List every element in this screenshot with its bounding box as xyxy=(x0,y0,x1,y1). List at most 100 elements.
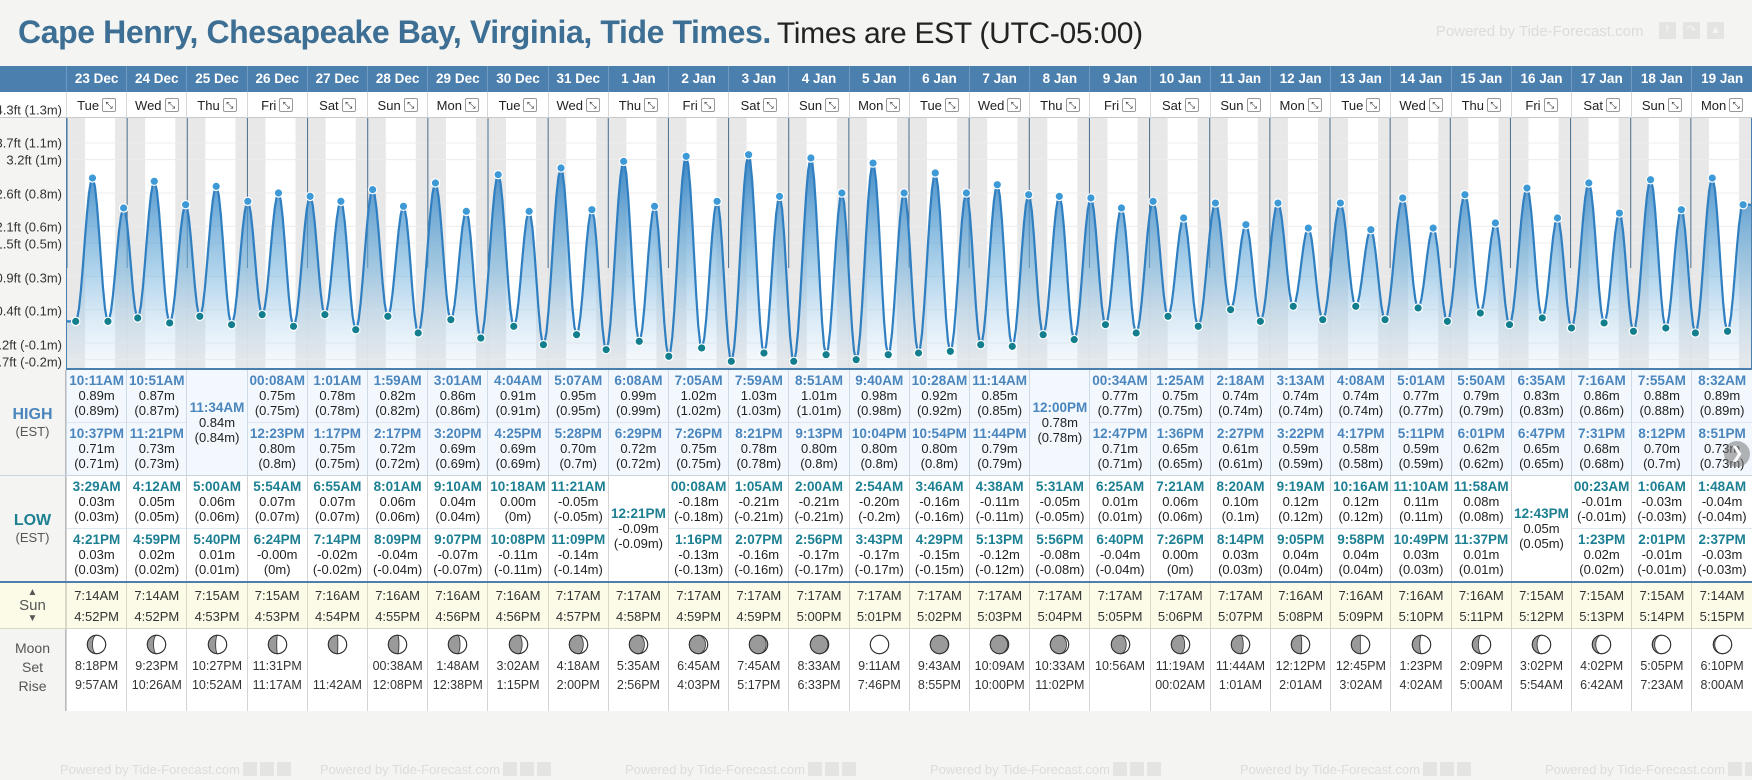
date-header-9[interactable]: 1 Jan xyxy=(607,66,668,92)
date-header-12[interactable]: 4 Jan xyxy=(788,66,848,92)
expand-day-icon[interactable]: ⤡ xyxy=(341,98,356,112)
moon-phase-icon xyxy=(1351,634,1371,655)
expand-day-icon[interactable]: ⤡ xyxy=(403,98,418,112)
date-header-21[interactable]: 13 Jan xyxy=(1330,66,1390,92)
date-header-20[interactable]: 12 Jan xyxy=(1270,66,1330,92)
date-header-25[interactable]: 17 Jan xyxy=(1571,66,1631,92)
date-header-7[interactable]: 30 Dec xyxy=(487,66,547,92)
scroll-right-button[interactable]: ❯ xyxy=(1724,441,1750,467)
low-time: 3:43PM xyxy=(855,532,903,547)
date-header-8[interactable]: 31 Dec xyxy=(547,66,608,92)
dow-text: Thu xyxy=(1461,97,1484,113)
sunset-time: 5:03PM xyxy=(977,608,1023,624)
low-height: -0.04m xyxy=(377,547,418,562)
date-header-16[interactable]: 8 Jan xyxy=(1029,66,1089,92)
expand-day-icon[interactable]: ⤡ xyxy=(825,98,840,112)
moonset-label-text: Set xyxy=(21,659,43,675)
high-entry: 10:28AM 0.92m (0.92m) xyxy=(910,370,969,422)
expand-day-icon[interactable]: ⤡ xyxy=(585,98,600,112)
expand-day-icon[interactable]: ⤡ xyxy=(1729,98,1744,112)
date-header-15[interactable]: 7 Jan xyxy=(969,66,1029,92)
expand-day-icon[interactable]: ⤡ xyxy=(1428,98,1443,112)
low-time: 8:20AM xyxy=(1216,479,1265,494)
expand-day-icon[interactable]: ⤡ xyxy=(1246,98,1261,112)
date-header-11[interactable]: 3 Jan xyxy=(728,66,788,92)
date-header-26[interactable]: 18 Jan xyxy=(1631,66,1691,92)
date-header-14[interactable]: 6 Jan xyxy=(908,66,969,92)
low-height-alt: (0m) xyxy=(1166,562,1194,577)
high-height-alt: (1.02m) xyxy=(676,403,722,418)
high-height-alt: (0.86m) xyxy=(1579,403,1625,418)
high-height: 0.68m xyxy=(1583,441,1620,456)
expand-day-icon[interactable]: ⤡ xyxy=(1184,98,1199,112)
sun-cell-20: 7:16AM 5:08PM xyxy=(1270,583,1330,628)
moon-phase-icon xyxy=(1290,634,1311,655)
date-header-23[interactable]: 15 Jan xyxy=(1450,66,1511,92)
date-header-10[interactable]: 2 Jan xyxy=(668,66,728,92)
expand-day-icon[interactable]: ⤡ xyxy=(464,98,479,112)
expand-day-icon[interactable]: ⤡ xyxy=(886,98,901,112)
moon-cell-21: 12:45PM 3:02AM xyxy=(1330,629,1390,711)
date-header-0[interactable]: 23 Dec xyxy=(66,66,126,92)
expand-day-icon[interactable]: ⤡ xyxy=(222,98,237,112)
expand-day-icon[interactable]: ⤡ xyxy=(1122,98,1137,112)
expand-day-icon[interactable]: ⤡ xyxy=(1366,98,1381,112)
low-time: 8:09PM xyxy=(373,532,422,547)
date-header-27[interactable]: 19 Jan xyxy=(1691,66,1751,92)
date-header-24[interactable]: 16 Jan xyxy=(1510,66,1571,92)
high-entry: 5:01AM 0.77m (0.77m) xyxy=(1391,370,1450,422)
expand-day-icon[interactable]: ⤡ xyxy=(1605,98,1620,112)
expand-day-icon[interactable]: ⤡ xyxy=(700,98,715,112)
expand-day-icon[interactable]: ⤡ xyxy=(102,98,117,112)
date-header-2[interactable]: 25 Dec xyxy=(186,66,246,92)
date-header-1[interactable]: 24 Dec xyxy=(126,66,186,92)
low-height: -0.00m xyxy=(256,547,298,562)
expand-day-icon[interactable]: ⤡ xyxy=(523,98,538,112)
expand-day-icon[interactable]: ⤡ xyxy=(1065,98,1080,112)
date-header-3[interactable]: 26 Dec xyxy=(246,66,307,92)
tide-grid: 23 Dec 24 Dec 25 Dec 26 Dec 27 Dec 28 Dec 29 D… xyxy=(0,66,1752,711)
moon-cell-1: 9:23PM 10:26AM xyxy=(126,629,186,711)
low-entry: 5:56PM -0.08m (-0.08m) xyxy=(1030,528,1090,581)
expand-day-icon[interactable]: ⤡ xyxy=(644,98,659,112)
date-header-17[interactable]: 9 Jan xyxy=(1089,66,1149,92)
expand-day-icon[interactable]: ⤡ xyxy=(944,98,959,112)
sunset-time: 5:02PM xyxy=(917,608,962,624)
high-tide-cell-23: 5:50AM 0.79m (0.79m) 6:01PM 0.62m (0.62m) xyxy=(1450,370,1511,475)
high-tide-cell-25: 7:16AM 0.86m (0.86m) 7:31PM 0.68m (0.68m) xyxy=(1571,370,1632,475)
high-height: 0.99m xyxy=(620,388,657,403)
date-header-4[interactable]: 27 Dec xyxy=(306,66,367,92)
high-time: 7:26PM xyxy=(674,426,723,441)
expand-day-icon[interactable]: ⤡ xyxy=(164,98,179,112)
date-header-6[interactable]: 29 Dec xyxy=(427,66,487,92)
low-height: 0.01m xyxy=(1463,547,1500,562)
date-header-5[interactable]: 28 Dec xyxy=(367,66,427,92)
date-header-13[interactable]: 5 Jan xyxy=(848,66,909,92)
expand-day-icon[interactable]: ⤡ xyxy=(1307,98,1322,112)
high-height: 1.02m xyxy=(680,388,717,403)
high-height: 0.75m xyxy=(680,441,717,456)
high-height: 0.78m xyxy=(740,441,777,456)
expand-day-icon[interactable]: ⤡ xyxy=(763,98,778,112)
moonset-time: 6:45AM xyxy=(677,659,721,673)
low-time: 6:40PM xyxy=(1096,532,1144,547)
high-time: 2:17PM xyxy=(373,426,422,441)
chart-plot-area[interactable] xyxy=(66,118,1752,370)
expand-day-icon[interactable]: ⤡ xyxy=(1667,98,1682,112)
low-time: 00:08AM xyxy=(670,479,727,494)
moon-phase-icon xyxy=(207,634,227,655)
moonrise-time: 11:42AM xyxy=(312,678,362,692)
expand-day-icon[interactable]: ⤡ xyxy=(1543,98,1558,112)
low-height-alt: (0.03m) xyxy=(74,509,119,524)
high-height: 1.01m xyxy=(800,388,838,403)
date-header-19[interactable]: 11 Jan xyxy=(1209,66,1270,92)
high-entry: 3:01AM 0.86m (0.86m) xyxy=(428,370,487,422)
date-header-22[interactable]: 14 Jan xyxy=(1390,66,1450,92)
high-time: 5:50AM xyxy=(1457,373,1506,388)
date-header-18[interactable]: 10 Jan xyxy=(1149,66,1210,92)
expand-day-icon[interactable]: ⤡ xyxy=(1486,98,1501,112)
expand-day-icon[interactable]: ⤡ xyxy=(279,98,294,112)
dow-header-8: Wed ⤡ xyxy=(547,92,608,118)
expand-day-icon[interactable]: ⤡ xyxy=(1007,98,1022,112)
footer-facebook-badge xyxy=(1422,761,1437,776)
